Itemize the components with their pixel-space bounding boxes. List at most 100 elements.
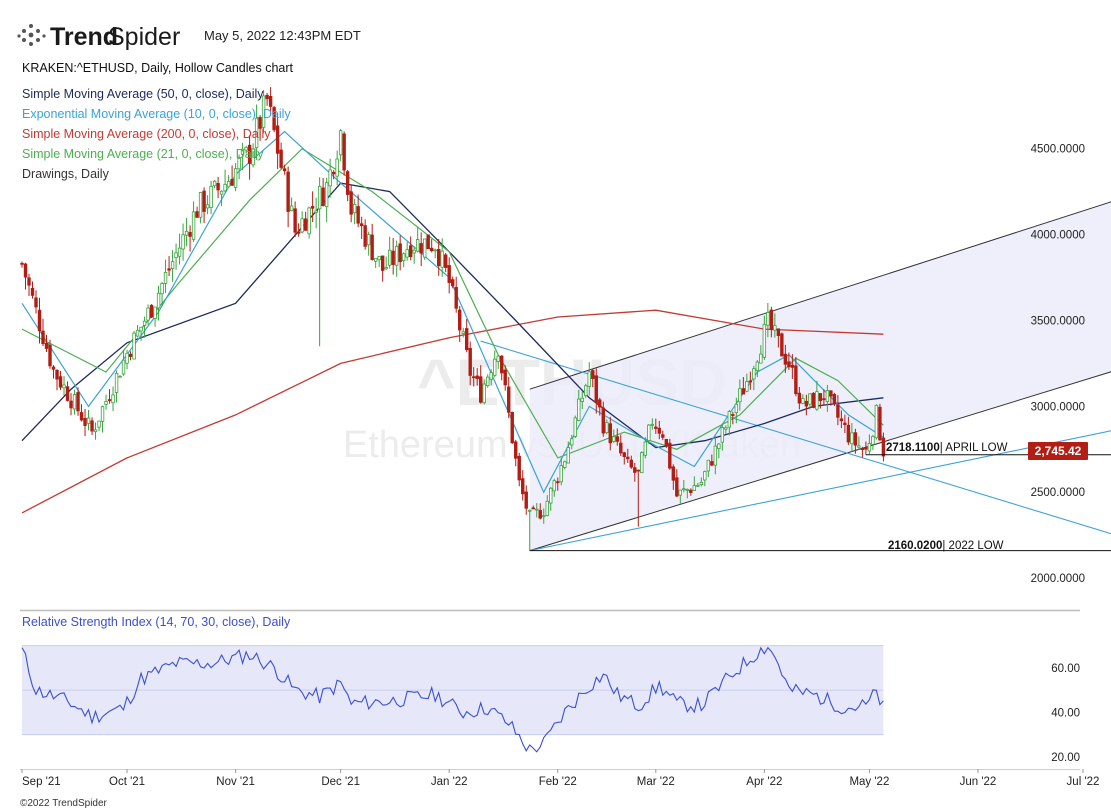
candle-body xyxy=(237,157,241,170)
candle-body xyxy=(706,459,711,472)
candle-body xyxy=(535,508,539,511)
channel-upper-line[interactable] xyxy=(529,199,1111,390)
candle-body xyxy=(51,366,56,370)
candle-body xyxy=(160,283,164,295)
candle-body xyxy=(517,455,521,481)
candle-body xyxy=(296,231,301,234)
candle-body xyxy=(636,469,640,472)
candle-body xyxy=(440,250,444,268)
candle-body xyxy=(230,179,234,186)
candle-body xyxy=(398,243,402,263)
candle-body xyxy=(100,406,105,422)
candle-body xyxy=(86,417,91,424)
candle-body xyxy=(293,208,297,233)
channel-drawing[interactable] xyxy=(529,199,1111,552)
candle-body xyxy=(279,149,283,168)
trendspider-logo: Trend Spider xyxy=(17,23,180,51)
y-tick-label: 3500.0000 xyxy=(1031,315,1085,327)
legend-rsi[interactable]: Relative Strength Index (14, 70, 30, clo… xyxy=(22,615,291,629)
trendline-2[interactable] xyxy=(529,429,1111,552)
candle-body xyxy=(58,376,63,388)
candle-body xyxy=(542,515,546,518)
candle-body xyxy=(804,400,809,407)
candle-body xyxy=(559,465,563,483)
candle-body xyxy=(65,386,70,401)
candle-body xyxy=(289,205,294,211)
candle-body xyxy=(514,441,518,459)
y-tick-label: 2500.0000 xyxy=(1031,487,1085,499)
candle-body xyxy=(188,232,192,237)
candle-body xyxy=(538,510,542,519)
candle-body xyxy=(118,375,122,378)
rsi-tick-label: 20.00 xyxy=(1051,752,1080,764)
legend-sma200[interactable]: Simple Moving Average (200, 0, close), D… xyxy=(22,127,271,141)
candle-body xyxy=(615,436,619,442)
candle-body xyxy=(594,375,598,403)
candle-body xyxy=(472,376,476,379)
trendline-1[interactable] xyxy=(480,340,1111,537)
candle-body xyxy=(167,268,171,271)
candle-body xyxy=(226,181,231,188)
candle-body xyxy=(342,133,346,171)
candle-body xyxy=(93,429,98,433)
candle-body xyxy=(650,423,654,426)
candle-body xyxy=(671,466,676,481)
candle-body xyxy=(619,442,623,454)
candle-body xyxy=(251,148,255,166)
candle-body xyxy=(521,478,525,495)
rsi-pane xyxy=(21,645,884,753)
candle-body xyxy=(626,456,630,460)
candle-body xyxy=(689,489,693,494)
y-tick-label: 4000.0000 xyxy=(1031,230,1085,242)
candle-body xyxy=(394,245,399,266)
x-tick-label: Apr '22 xyxy=(746,776,782,788)
candle-body xyxy=(633,467,637,473)
candle-body xyxy=(598,399,602,408)
candle-body xyxy=(748,380,753,383)
rsi-tick-label: 40.00 xyxy=(1051,707,1080,719)
x-tick-label: May '22 xyxy=(849,776,889,788)
y-tick-label: 2000.0000 xyxy=(1031,573,1085,585)
candle-body xyxy=(415,239,420,252)
candle-body xyxy=(328,169,332,187)
candle-body xyxy=(531,507,535,510)
candle-body xyxy=(720,427,725,443)
candle-body xyxy=(710,461,714,466)
candle-body xyxy=(717,443,721,449)
candle-body xyxy=(356,206,360,224)
candle-body xyxy=(451,279,455,287)
candle-body xyxy=(419,243,423,254)
year-low-annotation[interactable]: 2160.0200| 2022 LOW xyxy=(888,540,1004,552)
candle-body xyxy=(486,376,490,387)
candle-body xyxy=(734,403,739,414)
candle-body xyxy=(591,370,595,379)
moving-averages xyxy=(21,130,884,514)
legend-sma50[interactable]: Simple Moving Average (50, 0, close), Da… xyxy=(22,87,264,101)
legend-ema10[interactable]: Exponential Moving Average (10, 0, close… xyxy=(22,107,291,121)
candle-body xyxy=(121,359,126,375)
last-price-value: 2,745.42 xyxy=(1035,444,1082,458)
chart-datetime: May 5, 2022 12:43PM EDT xyxy=(204,28,361,43)
candle-body xyxy=(839,418,844,422)
legend-sma21[interactable]: Simple Moving Average (21, 0, close), Da… xyxy=(22,147,264,161)
candle-body xyxy=(321,187,325,206)
candle-body xyxy=(244,146,248,151)
candle-body xyxy=(331,171,336,175)
legend-drawings[interactable]: Drawings, Daily xyxy=(22,167,110,181)
candle-body xyxy=(811,392,816,408)
candle-body xyxy=(647,424,651,441)
candle-body xyxy=(146,307,150,321)
channel-lower-line[interactable] xyxy=(529,369,1111,552)
candle-body xyxy=(601,407,605,434)
candle-body xyxy=(205,204,210,209)
candle-body xyxy=(72,394,77,410)
candle-body xyxy=(209,185,213,208)
candle-body xyxy=(682,488,686,491)
candle-body xyxy=(90,420,94,432)
april-low-annotation[interactable]: 2718.1100| APRIL LOW xyxy=(886,442,1008,454)
trendline-drawings[interactable] xyxy=(480,340,1111,552)
candle-body xyxy=(573,417,577,437)
candle-body xyxy=(731,414,735,416)
candle-body xyxy=(114,372,119,393)
candle-body xyxy=(349,191,353,215)
